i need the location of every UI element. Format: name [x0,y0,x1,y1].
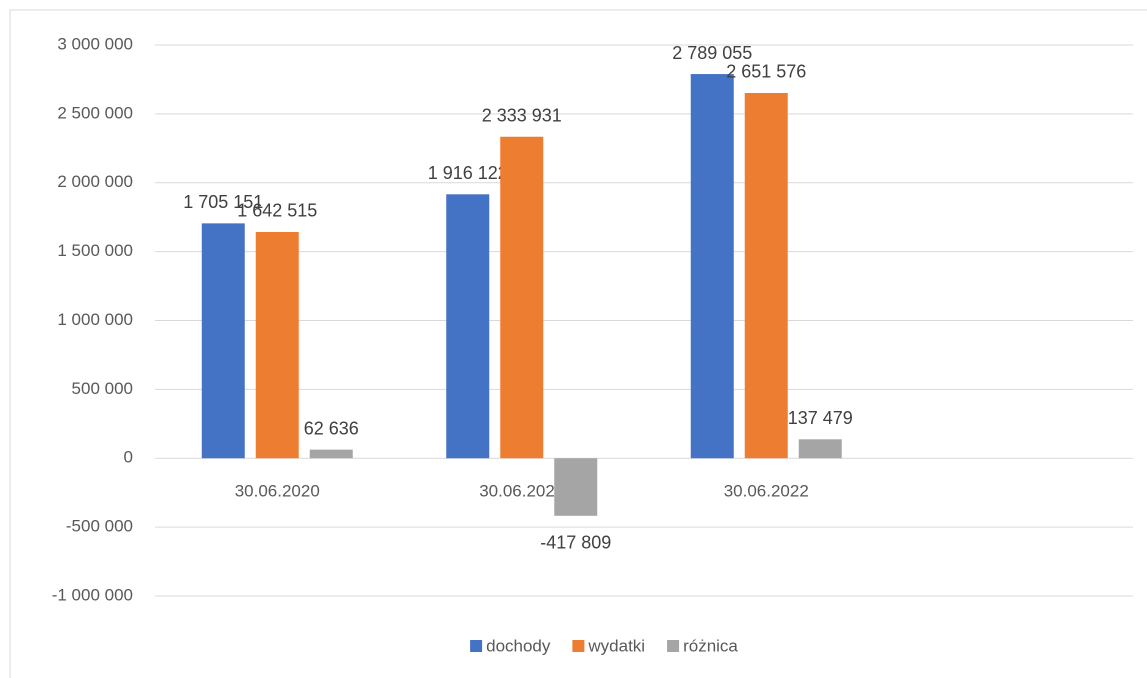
data-label: -417 809 [540,533,611,553]
data-label: 2 789 055 [672,43,752,63]
legend-swatch [470,640,483,652]
y-tick-label: 1 500 000 [57,241,133,260]
bar [554,458,598,516]
data-label: 1 916 122 [428,163,508,183]
y-tick-label: 2 500 000 [57,103,133,122]
data-label: 62 636 [304,418,359,438]
bar [255,231,299,459]
y-tick-label: -1 000 000 [52,585,133,604]
bar [201,223,245,459]
data-label: 1 642 515 [237,201,317,221]
bar [690,74,734,459]
y-tick-label: 3 000 000 [57,34,133,53]
x-tick-label: 30.06.2022 [724,482,809,501]
legend-label: wydatki [587,636,645,655]
data-label: 2 651 576 [726,62,806,82]
legend-swatch [572,640,585,652]
y-tick-label: 0 [124,448,133,467]
bar [446,194,490,459]
legend-swatch [667,640,680,652]
legend-label: dochody [486,636,551,655]
legend-label: różnica [683,636,738,655]
bar [744,92,788,459]
x-tick-label: 30.06.2021 [479,482,564,501]
chart-border [9,9,1147,678]
y-tick-label: 2 000 000 [57,172,133,191]
bar [798,439,842,459]
data-label: 2 333 931 [482,106,562,126]
data-label: 1 705 151 [183,192,263,212]
x-tick-label: 30.06.2020 [235,482,320,501]
bar [309,449,353,459]
y-tick-label: 500 000 [72,379,133,398]
bar [500,136,544,459]
y-tick-label: 1 000 000 [57,310,133,329]
y-tick-label: -500 000 [66,517,133,536]
data-label: 137 479 [788,408,853,428]
